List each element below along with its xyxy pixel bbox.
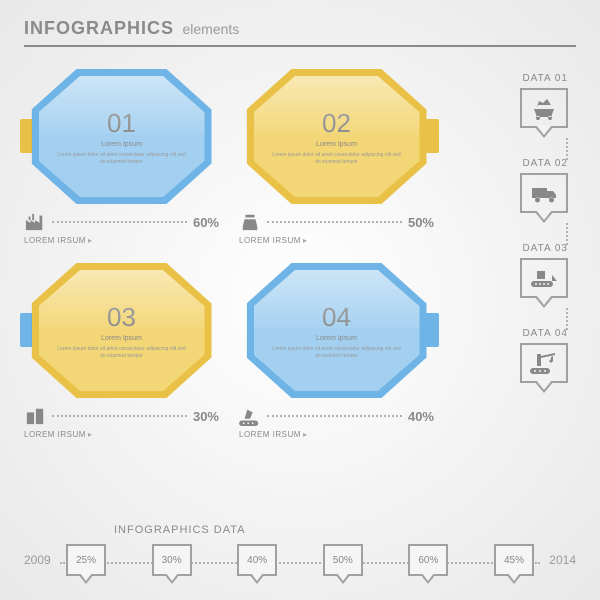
stat-percent: 40%: [408, 409, 434, 424]
timeline-badges: 25% 30% 40% 50% 60% 45%: [60, 544, 540, 576]
octagon-wrap: 03 Lorem Ipsum Lorem ipsum dolor sit ame…: [32, 263, 212, 398]
year-start: 2009: [24, 553, 60, 567]
data-item-4: DATA 04: [446, 328, 576, 391]
data-badge: [520, 258, 568, 306]
data-badge: [520, 173, 568, 221]
panel-subtitle: Lorem Ipsum: [316, 141, 357, 148]
timeline-badge: 45%: [494, 544, 534, 576]
title-underline: [24, 45, 576, 47]
panel-body: Lorem ipsum dolor sit amet consectetur a…: [270, 152, 404, 165]
octagon-wrap: 04 Lorem Ipsum Lorem ipsum dolor sit ame…: [247, 263, 427, 398]
factory-icon: [24, 212, 46, 232]
bulldozer-icon: [529, 265, 559, 291]
panel-subtitle: Lorem Ipsum: [316, 335, 357, 342]
header: INFOGRAPHICS elements: [0, 0, 600, 55]
register-icon: [239, 212, 261, 232]
crane-icon: [529, 350, 559, 376]
title-sub: elements: [182, 21, 239, 37]
data-label: DATA 01: [446, 73, 576, 84]
dotted-line: [52, 415, 187, 417]
data-item-3: DATA 03: [446, 243, 576, 306]
badge-shape: [520, 88, 568, 128]
connector: [566, 223, 568, 245]
conveyor-icon: [239, 406, 261, 426]
panel-subtitle: Lorem Ipsum: [101, 335, 142, 342]
timeline: 2009 25% 30% 40% 50% 60% 45% 2014: [24, 544, 576, 576]
panel-number: 01: [107, 108, 136, 139]
building-icon: [24, 406, 46, 426]
panel-02: 02 Lorem Ipsum Lorem ipsum dolor sit ame…: [239, 69, 434, 245]
data-item-2: DATA 02: [446, 158, 576, 221]
dotted-line: [52, 221, 187, 223]
data-label: DATA 04: [446, 328, 576, 339]
stat-row: 30%: [24, 406, 219, 426]
panel-body: Lorem ipsum dolor sit amet consectetur a…: [55, 346, 189, 359]
connector: [566, 308, 568, 330]
stat-label: LOREM IRSUM▸: [24, 236, 219, 245]
panels-grid: 01 Lorem Ipsum Lorem ipsum dolor sit ame…: [24, 69, 434, 439]
year-end: 2014: [540, 553, 576, 567]
stat-row: 40%: [239, 406, 434, 426]
stat-percent: 50%: [408, 215, 434, 230]
octagon-inner: 02 Lorem Ipsum Lorem ipsum dolor sit ame…: [254, 76, 420, 197]
timeline-line: [60, 562, 540, 564]
stat-label: LOREM IRSUM▸: [239, 236, 434, 245]
timeline-badge: 25%: [66, 544, 106, 576]
connector: [566, 138, 568, 160]
octagon-inner: 03 Lorem Ipsum Lorem ipsum dolor sit ame…: [39, 270, 205, 391]
data-badge: [520, 88, 568, 136]
truck-icon: [529, 180, 559, 206]
stat-row: 60%: [24, 212, 219, 232]
octagon-inner: 04 Lorem Ipsum Lorem ipsum dolor sit ame…: [254, 270, 420, 391]
data-item-1: DATA 01: [446, 73, 576, 136]
octagon-inner: 01 Lorem Ipsum Lorem ipsum dolor sit ame…: [39, 76, 205, 197]
main-content: 01 Lorem Ipsum Lorem ipsum dolor sit ame…: [0, 55, 600, 439]
panel-number: 03: [107, 302, 136, 333]
octagon-wrap: 02 Lorem Ipsum Lorem ipsum dolor sit ame…: [247, 69, 427, 204]
stat-label: LOREM IRSUM▸: [239, 430, 434, 439]
panel-number: 04: [322, 302, 351, 333]
timeline-badge: 60%: [408, 544, 448, 576]
minecart-icon: [529, 95, 559, 121]
panel-body: Lorem ipsum dolor sit amet consectetur a…: [270, 346, 404, 359]
panel-subtitle: Lorem Ipsum: [101, 141, 142, 148]
dotted-line: [267, 415, 402, 417]
dotted-line: [267, 221, 402, 223]
badge-shape: [520, 173, 568, 213]
timeline-badge: 50%: [323, 544, 363, 576]
data-badge: [520, 343, 568, 391]
panel-01: 01 Lorem Ipsum Lorem ipsum dolor sit ame…: [24, 69, 219, 245]
data-label: DATA 02: [446, 158, 576, 169]
panel-body: Lorem ipsum dolor sit amet consectetur a…: [55, 152, 189, 165]
footer: INFOGRAPHICS DATA 2009 25% 30% 40% 50% 60% 45…: [24, 524, 576, 576]
panel-number: 02: [322, 108, 351, 139]
title-main: INFOGRAPHICS: [24, 18, 174, 38]
octagon-wrap: 01 Lorem Ipsum Lorem ipsum dolor sit ame…: [32, 69, 212, 204]
panel-04: 04 Lorem Ipsum Lorem ipsum dolor sit ame…: [239, 263, 434, 439]
panel-03: 03 Lorem Ipsum Lorem ipsum dolor sit ame…: [24, 263, 219, 439]
stat-percent: 30%: [193, 409, 219, 424]
badge-shape: [520, 343, 568, 383]
timeline-badge: 30%: [152, 544, 192, 576]
stat-row: 50%: [239, 212, 434, 232]
timeline-badge: 40%: [237, 544, 277, 576]
sidebar-data: DATA 01 DATA 02 DATA 03 DATA 04: [446, 69, 576, 439]
stat-percent: 60%: [193, 215, 219, 230]
badge-shape: [520, 258, 568, 298]
data-label: DATA 03: [446, 243, 576, 254]
footer-title: INFOGRAPHICS DATA: [114, 524, 576, 536]
stat-label: LOREM IRSUM▸: [24, 430, 219, 439]
